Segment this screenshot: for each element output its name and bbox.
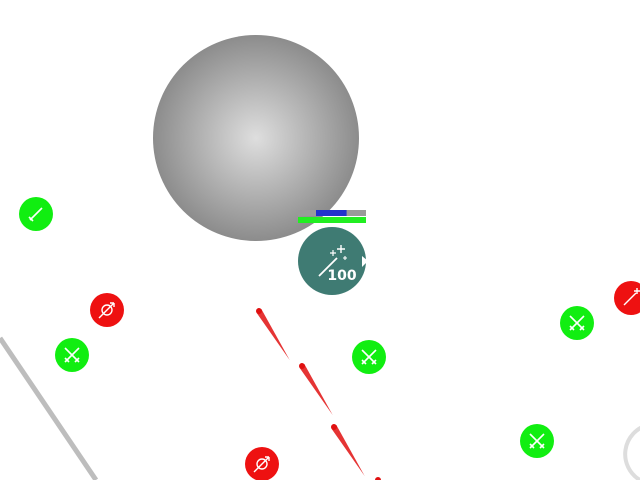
ally-unit[interactable] xyxy=(19,197,53,231)
ally-unit[interactable] xyxy=(560,306,594,340)
enemy-unit[interactable] xyxy=(245,447,279,480)
projectile xyxy=(256,308,290,361)
facing-arrow xyxy=(362,256,368,267)
sword-icon xyxy=(28,207,43,222)
player-body xyxy=(298,227,366,295)
projectile xyxy=(299,363,333,416)
ally-unit[interactable] xyxy=(520,424,554,458)
player-character[interactable] xyxy=(298,210,368,295)
arena-wall xyxy=(0,336,99,480)
enemy-unit[interactable] xyxy=(614,281,640,315)
ally-unit[interactable] xyxy=(55,338,89,372)
crossed-swords-icon xyxy=(64,347,80,363)
enemy-unit[interactable] xyxy=(90,293,124,327)
arena-obstacle-edge xyxy=(623,426,640,480)
projectile xyxy=(331,424,365,477)
mana-bar xyxy=(316,210,347,216)
crossed-swords-icon xyxy=(361,349,377,365)
player-status-bars xyxy=(298,210,366,223)
target-icon xyxy=(253,456,270,473)
projectile xyxy=(375,477,381,480)
target-icon xyxy=(98,302,115,319)
health-bar xyxy=(298,217,366,223)
player-level: 100 xyxy=(327,268,357,284)
crossed-swords-icon xyxy=(529,433,545,449)
magic-wand-icon xyxy=(623,288,640,306)
crossed-swords-icon xyxy=(569,315,585,331)
ally-unit[interactable] xyxy=(352,340,386,374)
boulder xyxy=(153,35,359,241)
magic-wand-icon xyxy=(318,245,347,277)
